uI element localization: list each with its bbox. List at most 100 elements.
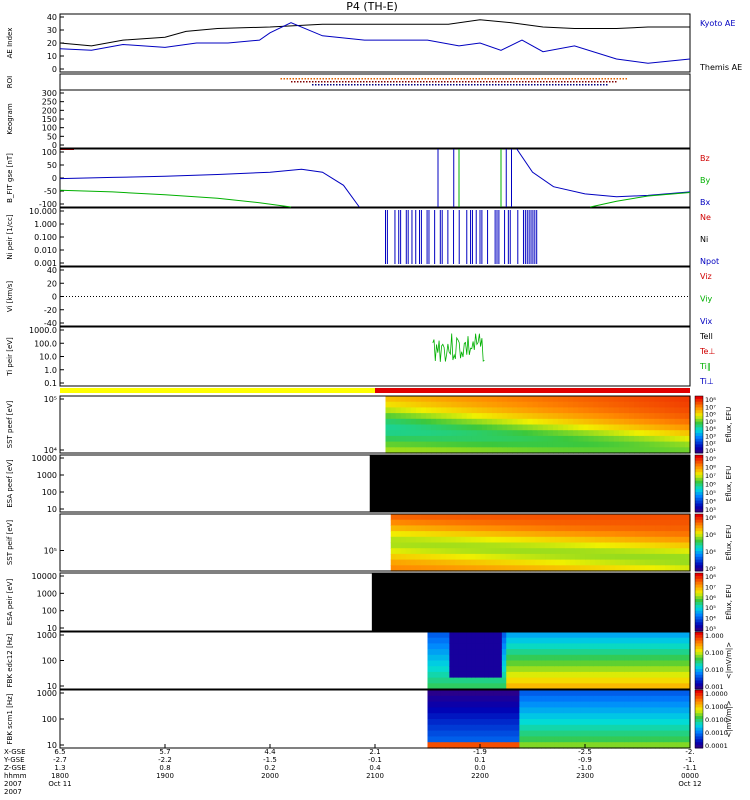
roi-dot xyxy=(576,84,578,86)
spectrogram-cell xyxy=(633,649,639,656)
spectrogram-cell xyxy=(490,514,497,521)
spectrogram-cell xyxy=(624,690,630,697)
spectrogram-cell xyxy=(532,649,538,656)
spectrogram-cell xyxy=(668,713,674,720)
spectrogram-cell xyxy=(522,435,529,443)
spectrogram-cell xyxy=(663,742,669,749)
spectrogram-cell xyxy=(405,407,412,414)
spectrogram-cell xyxy=(475,736,481,743)
spectrogram-cell xyxy=(445,724,450,732)
spectrogram-cell xyxy=(458,719,464,726)
spectrogram-cell xyxy=(510,719,516,726)
spectrogram-cell xyxy=(615,553,621,561)
spectrogram-cell xyxy=(659,418,666,426)
spectrogram-cell xyxy=(685,632,691,639)
roi-dot xyxy=(477,84,479,86)
spectrogram-cell xyxy=(618,418,625,426)
colorbar-segment xyxy=(695,604,703,609)
colorbar-segment xyxy=(695,489,703,493)
spectrogram-cell xyxy=(528,643,534,650)
spectrogram-cell xyxy=(410,514,417,521)
spectrogram-cell xyxy=(497,713,503,720)
spectrogram-cell xyxy=(613,407,620,414)
spectrogram-cell xyxy=(593,660,599,667)
spectrogram-cell xyxy=(436,701,442,708)
spectrogram-cell xyxy=(563,736,569,743)
spectrogram-cell xyxy=(578,407,585,414)
colorbar-tick: 10⁴ xyxy=(705,548,716,556)
spectrogram-cell xyxy=(571,671,577,679)
spectrogram-cell xyxy=(462,671,468,679)
spectrogram-cell xyxy=(644,396,650,403)
spectrogram-cell xyxy=(685,666,691,673)
spectrogram-cell xyxy=(540,548,546,555)
spectrogram-cell xyxy=(602,719,608,726)
spectrogram-cell xyxy=(608,401,615,408)
roi-dot xyxy=(412,78,414,80)
spectrogram-cell xyxy=(481,413,488,420)
spectrogram-cell xyxy=(655,713,660,720)
spectrogram-cell xyxy=(462,695,468,703)
spectrogram-cell xyxy=(449,660,455,667)
spectrogram-cell xyxy=(415,413,422,420)
spectrogram-cell xyxy=(628,660,634,667)
spectrogram-cell xyxy=(466,649,472,656)
colorbar-segment xyxy=(695,494,703,499)
colorbar-segment xyxy=(695,619,703,623)
spectrogram-cell xyxy=(410,435,417,443)
spectrogram-cell xyxy=(595,531,601,538)
xtick-date: Oct 12 xyxy=(678,780,701,788)
spectrogram-cell xyxy=(573,413,579,420)
spectrogram-cell xyxy=(485,559,492,566)
spectrogram-cell xyxy=(435,565,442,572)
spectrogram-cell xyxy=(654,441,661,448)
spectrogram-cell xyxy=(593,666,599,673)
spectrogram-cell xyxy=(456,441,463,448)
spectrogram-cell xyxy=(497,660,503,667)
spectrogram-cell xyxy=(385,430,392,437)
spectrogram-cell xyxy=(628,643,634,650)
spectrogram-cell xyxy=(410,525,417,532)
spectrogram-cell xyxy=(446,418,453,426)
roi-dot xyxy=(390,84,392,86)
spectrogram-cell xyxy=(532,632,538,639)
spectrogram-cell xyxy=(593,424,600,431)
spectrogram-cell xyxy=(646,683,652,690)
spectrogram-cell xyxy=(605,514,611,521)
spectrogram-cell xyxy=(490,548,497,555)
spectrogram-cell xyxy=(431,441,437,448)
xtick-label: -1.0 xyxy=(578,764,592,772)
roi-dot xyxy=(513,84,515,86)
spectrogram-cell xyxy=(517,424,524,431)
roi-dot xyxy=(603,81,605,83)
spectrogram-cell xyxy=(600,514,606,521)
spectrogram-cell xyxy=(685,683,691,690)
colorbar-segment xyxy=(695,565,703,569)
spectrogram-cell xyxy=(519,719,525,726)
spectrogram-cell xyxy=(620,542,626,549)
spectrogram-cell xyxy=(532,742,538,749)
spectrogram-cell xyxy=(685,531,691,538)
spectrogram-cell xyxy=(395,435,402,443)
colorbar-segment xyxy=(695,727,703,732)
spectrogram-cell xyxy=(624,396,630,403)
ytick-label: -50 xyxy=(44,187,57,196)
spectrogram-cell xyxy=(510,707,516,714)
spectrogram-cell xyxy=(507,430,513,437)
spectrogram-cell xyxy=(530,531,536,538)
spectrogram-cell xyxy=(542,447,549,454)
roi-dot xyxy=(529,78,531,80)
spectrogram-cell xyxy=(475,730,481,737)
spectrogram-cell xyxy=(628,713,634,720)
spectrogram-cell xyxy=(624,736,630,743)
spectrogram-cell xyxy=(449,730,455,737)
spectrogram-cell xyxy=(460,542,467,549)
roi-dot xyxy=(570,81,572,83)
spectrogram-cell xyxy=(558,396,564,403)
spectrogram-cell xyxy=(440,553,447,561)
roi-dot xyxy=(474,84,476,86)
colorbar-tick: 10⁴ xyxy=(705,615,716,623)
spectrogram-cell xyxy=(471,632,477,639)
spectrogram-cell xyxy=(462,701,468,708)
spectrogram-cell xyxy=(550,531,556,538)
